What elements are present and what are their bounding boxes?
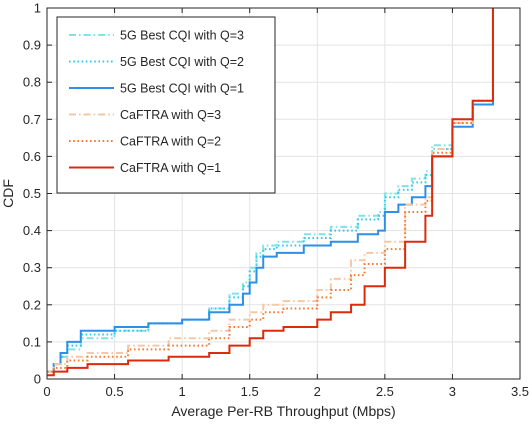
x-tick-label: 0.5: [106, 384, 124, 399]
y-tick-label: 0.9: [23, 38, 41, 53]
y-tick-label: 0.7: [23, 112, 41, 127]
y-tick-label: 0.6: [23, 149, 41, 164]
series-line-2: [47, 8, 494, 373]
y-tick-label: 0.3: [23, 260, 41, 275]
y-tick-label: 1: [34, 1, 41, 16]
x-tick-label: 2: [314, 384, 321, 399]
tick-labels: 0 0.5 1 1.5 2 2.5 3 3.5 0 0.1 0.2 0.3 0.4 0.5 0.6 0.7 0.…: [23, 1, 529, 400]
legend-box: [56, 16, 276, 194]
y-tick-label: 0.5: [23, 186, 41, 201]
legend-label-1: 5G Best CQI with Q=3: [120, 29, 244, 43]
x-tick-label: 0: [43, 384, 50, 399]
x-tick-label: 3.5: [511, 384, 529, 399]
legend-label-6: CaFTRA with Q=1: [120, 161, 221, 175]
y-tick-label: 0.2: [23, 297, 41, 312]
y-tick-label: 0.4: [23, 223, 41, 238]
x-tick-label: 2.5: [376, 384, 394, 399]
x-tick-label: 1: [179, 384, 186, 399]
x-tick-label: 3: [449, 384, 456, 399]
y-axis-label: CDF: [0, 179, 16, 208]
series-line-5: [47, 8, 494, 373]
x-axis-label: Average Per-RB Throughput (Mbps): [171, 403, 395, 419]
series-layer: [47, 8, 494, 377]
axes-layer: [46, 7, 521, 380]
legend-label-2: 5G Best CQI with Q=2: [120, 55, 244, 69]
y-tick-label: 0.1: [23, 334, 41, 349]
y-tick-label: 0.8: [23, 75, 41, 90]
series-line-3: [47, 8, 494, 373]
y-tick-label: 0: [34, 372, 41, 387]
legend-label-4: CaFTRA with Q=3: [120, 108, 221, 122]
series-line-6: [47, 8, 494, 377]
legend-label-3: 5G Best CQI with Q=1: [120, 82, 244, 96]
series-line-1: [47, 8, 494, 373]
legend-label-5: CaFTRA with Q=2: [120, 135, 221, 149]
legend: 5G Best CQI with Q=3 5G Best CQI with Q=2…: [56, 16, 276, 194]
x-tick-label: 1.5: [241, 384, 259, 399]
